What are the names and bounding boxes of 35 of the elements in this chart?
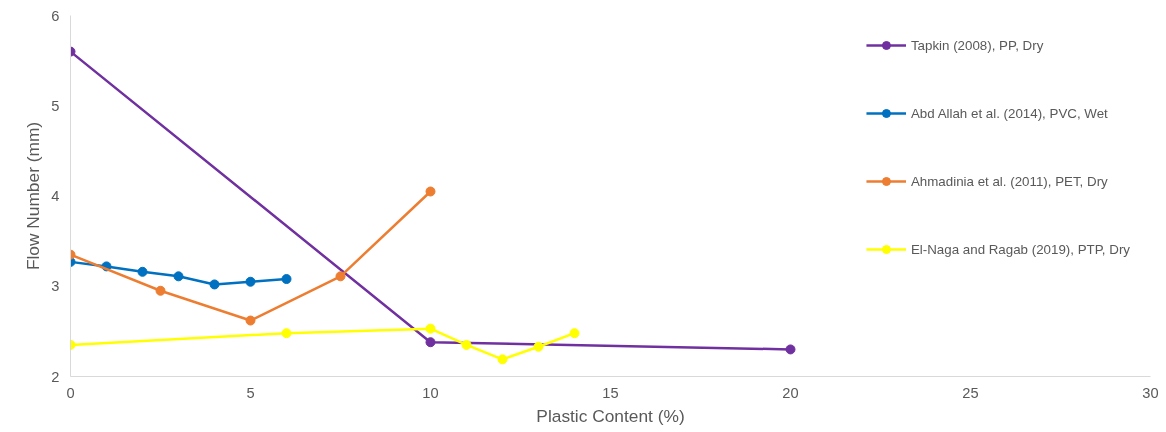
point <box>533 341 544 352</box>
point <box>209 279 220 290</box>
x-tick-label: 15 <box>602 384 619 401</box>
legend-label: Abd Allah et al. (2014), PVC, Wet <box>910 105 1108 121</box>
point <box>497 354 508 365</box>
point <box>569 328 580 339</box>
point <box>173 271 184 282</box>
point <box>461 339 472 350</box>
x-tick-label: 20 <box>782 384 799 401</box>
legend-label: Tapkin (2008), PP, Dry <box>910 37 1044 53</box>
point <box>425 186 436 197</box>
x-tick-label: 0 <box>66 384 75 401</box>
point <box>785 344 796 355</box>
x-axis-title: Plastic Content (%) <box>536 405 685 426</box>
point <box>281 274 292 285</box>
x-tick-label: 5 <box>246 384 255 401</box>
point <box>335 271 346 282</box>
point <box>425 337 436 348</box>
legend-label: Ahmadinia et al. (2011), PET, Dry <box>910 173 1108 189</box>
point <box>425 323 436 334</box>
x-tick-label: 25 <box>962 384 979 401</box>
y-tick-label: 4 <box>51 188 60 204</box>
y-tick-label: 3 <box>51 278 60 295</box>
x-tick-label: 30 <box>1142 384 1159 401</box>
point <box>155 285 166 296</box>
legend-label: El-Naga and Ragab (2019), PTP, Dry <box>910 241 1130 257</box>
y-tick-label: 6 <box>51 7 60 24</box>
y-axis-title: Flow Number (mm) <box>23 121 44 271</box>
point <box>245 276 256 287</box>
point <box>281 328 292 339</box>
y-tick-label: 5 <box>51 97 60 114</box>
x-tick-label: 10 <box>422 384 439 401</box>
point <box>245 315 256 326</box>
point <box>137 266 148 277</box>
y-tick-label: 2 <box>51 368 60 385</box>
